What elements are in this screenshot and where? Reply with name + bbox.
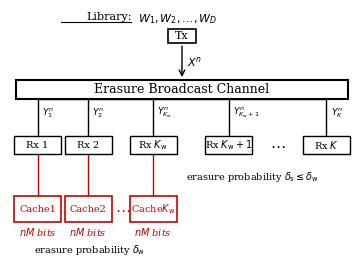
Text: Rx 2: Rx 2	[77, 141, 99, 150]
FancyBboxPatch shape	[64, 196, 111, 222]
FancyBboxPatch shape	[167, 29, 197, 43]
Text: Tx: Tx	[175, 31, 189, 41]
Text: $Y_1^n$: $Y_1^n$	[42, 107, 54, 120]
FancyBboxPatch shape	[14, 196, 61, 222]
FancyBboxPatch shape	[16, 80, 348, 98]
FancyBboxPatch shape	[130, 196, 177, 222]
Text: $X^n$: $X^n$	[187, 55, 202, 69]
Text: $Y_2^n$: $Y_2^n$	[92, 107, 104, 120]
Text: Rx $K$: Rx $K$	[314, 139, 339, 151]
Text: Cache$K_{\mathrm{w}}$: Cache$K_{\mathrm{w}}$	[131, 202, 175, 216]
Text: $nM$ bits: $nM$ bits	[69, 226, 107, 239]
FancyBboxPatch shape	[64, 136, 111, 154]
Text: Cache1: Cache1	[19, 204, 56, 214]
Text: Rx $K_{\mathrm{w}}+1$: Rx $K_{\mathrm{w}}+1$	[205, 138, 253, 152]
Text: Library:: Library:	[86, 12, 131, 22]
Text: Erasure Broadcast Channel: Erasure Broadcast Channel	[94, 83, 270, 96]
FancyBboxPatch shape	[14, 136, 61, 154]
Text: $Y_K^n$: $Y_K^n$	[331, 107, 343, 120]
Text: erasure probability $\delta_{\mathrm{s}} \leq \delta_{\mathrm{w}}$: erasure probability $\delta_{\mathrm{s}}…	[186, 170, 319, 184]
Text: $Y_{K_{\mathrm{w}}+1}^n$: $Y_{K_{\mathrm{w}}+1}^n$	[233, 106, 260, 121]
Text: $\cdots$: $\cdots$	[270, 138, 285, 153]
Text: Rx $K_{\mathrm{w}}$: Rx $K_{\mathrm{w}}$	[138, 138, 168, 152]
FancyBboxPatch shape	[206, 136, 253, 154]
Text: $Y_{K_{\mathrm{w}}}^n$: $Y_{K_{\mathrm{w}}}^n$	[158, 106, 173, 121]
Text: Rx 1: Rx 1	[26, 141, 49, 150]
FancyBboxPatch shape	[303, 136, 350, 154]
Text: $nM$ bits: $nM$ bits	[134, 226, 172, 239]
Text: erasure probability $\delta_{\mathrm{w}}$: erasure probability $\delta_{\mathrm{w}}…	[34, 243, 146, 257]
Text: $W_1, W_2, \ldots, W_D$: $W_1, W_2, \ldots, W_D$	[138, 12, 217, 26]
Text: $nM$ bits: $nM$ bits	[19, 226, 56, 239]
FancyBboxPatch shape	[130, 136, 177, 154]
Text: $\cdots$: $\cdots$	[115, 201, 130, 217]
Text: Cache2: Cache2	[70, 204, 107, 214]
